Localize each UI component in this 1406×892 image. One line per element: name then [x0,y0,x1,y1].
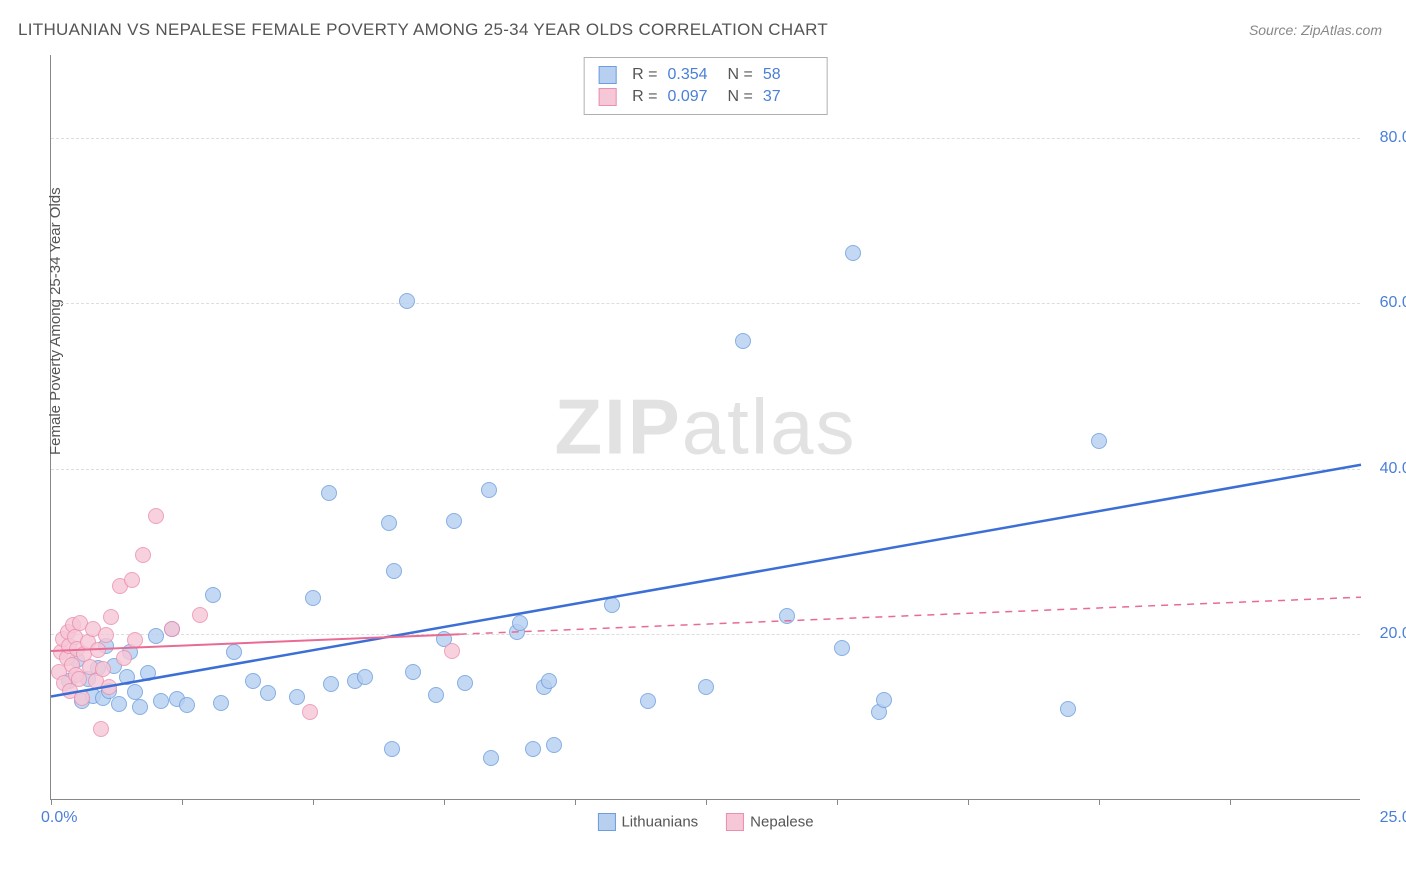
stat-r-value: 0.097 [668,88,718,106]
x-tick [313,799,314,805]
stat-n-label: N = [728,66,753,84]
x-tick [51,799,52,805]
stats-legend-box: R = 0.354 N = 58 R = 0.097 N = 37 [583,57,828,115]
trend-line-dashed [460,597,1361,634]
stat-n-label: N = [728,88,753,106]
y-tick-label: 80.0% [1380,129,1406,147]
x-tick [968,799,969,805]
legend-swatch [726,813,744,831]
y-tick-label: 60.0% [1380,294,1406,312]
stats-row: R = 0.354 N = 58 [598,64,813,86]
plot-area: Female Poverty Among 25-34 Year Olds ZIP… [50,55,1360,800]
x-origin-label: 0.0% [41,809,77,827]
legend-item: Nepalese [726,813,813,831]
trend-line-solid [51,465,1361,697]
x-tick [444,799,445,805]
source-attribution: Source: ZipAtlas.com [1249,22,1382,38]
bottom-legend: Lithuanians Nepalese [597,813,813,831]
x-tick [182,799,183,805]
stat-n-value: 37 [763,88,813,106]
x-tick [706,799,707,805]
x-tick [1230,799,1231,805]
legend-item: Lithuanians [597,813,698,831]
legend-swatch [598,88,616,106]
stat-r-value: 0.354 [668,66,718,84]
chart-title: LITHUANIAN VS NEPALESE FEMALE POVERTY AM… [18,20,828,40]
legend-swatch [597,813,615,831]
stat-n-value: 58 [763,66,813,84]
y-tick-label: 20.0% [1380,625,1406,643]
legend-label: Lithuanians [621,814,698,831]
stat-r-label: R = [632,66,657,84]
legend-swatch [598,66,616,84]
y-tick-label: 40.0% [1380,460,1406,478]
trend-lines [51,55,1360,799]
x-tick [1099,799,1100,805]
x-tick [837,799,838,805]
stat-r-label: R = [632,88,657,106]
x-max-label: 25.0% [1380,809,1406,827]
legend-label: Nepalese [750,814,813,831]
x-tick [575,799,576,805]
stats-row: R = 0.097 N = 37 [598,86,813,108]
trend-line-solid [51,634,460,651]
